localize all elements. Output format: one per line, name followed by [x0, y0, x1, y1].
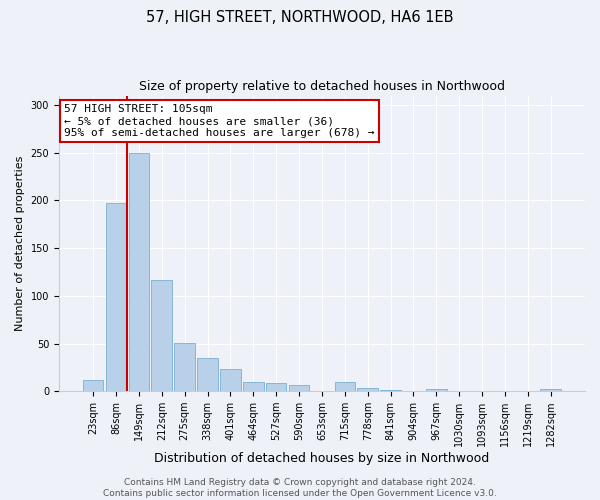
Bar	[426, 390, 446, 391]
Bar	[266, 382, 286, 391]
Text: 57 HIGH STREET: 105sqm
← 5% of detached houses are smaller (36)
95% of semi-deta: 57 HIGH STREET: 105sqm ← 5% of detached …	[64, 104, 374, 138]
X-axis label: Distribution of detached houses by size in Northwood: Distribution of detached houses by size …	[154, 452, 490, 465]
Bar	[335, 382, 355, 391]
Bar	[128, 153, 149, 391]
Bar	[289, 386, 310, 391]
Bar	[106, 204, 126, 391]
Bar	[380, 390, 401, 391]
Bar	[243, 382, 263, 391]
Bar	[175, 342, 195, 391]
Bar	[151, 280, 172, 391]
Bar	[358, 388, 378, 391]
Bar	[83, 380, 103, 391]
Y-axis label: Number of detached properties: Number of detached properties	[15, 156, 25, 331]
Title: Size of property relative to detached houses in Northwood: Size of property relative to detached ho…	[139, 80, 505, 93]
Bar	[220, 370, 241, 391]
Bar	[541, 390, 561, 391]
Text: Contains HM Land Registry data © Crown copyright and database right 2024.
Contai: Contains HM Land Registry data © Crown c…	[103, 478, 497, 498]
Text: 57, HIGH STREET, NORTHWOOD, HA6 1EB: 57, HIGH STREET, NORTHWOOD, HA6 1EB	[146, 10, 454, 25]
Bar	[197, 358, 218, 391]
